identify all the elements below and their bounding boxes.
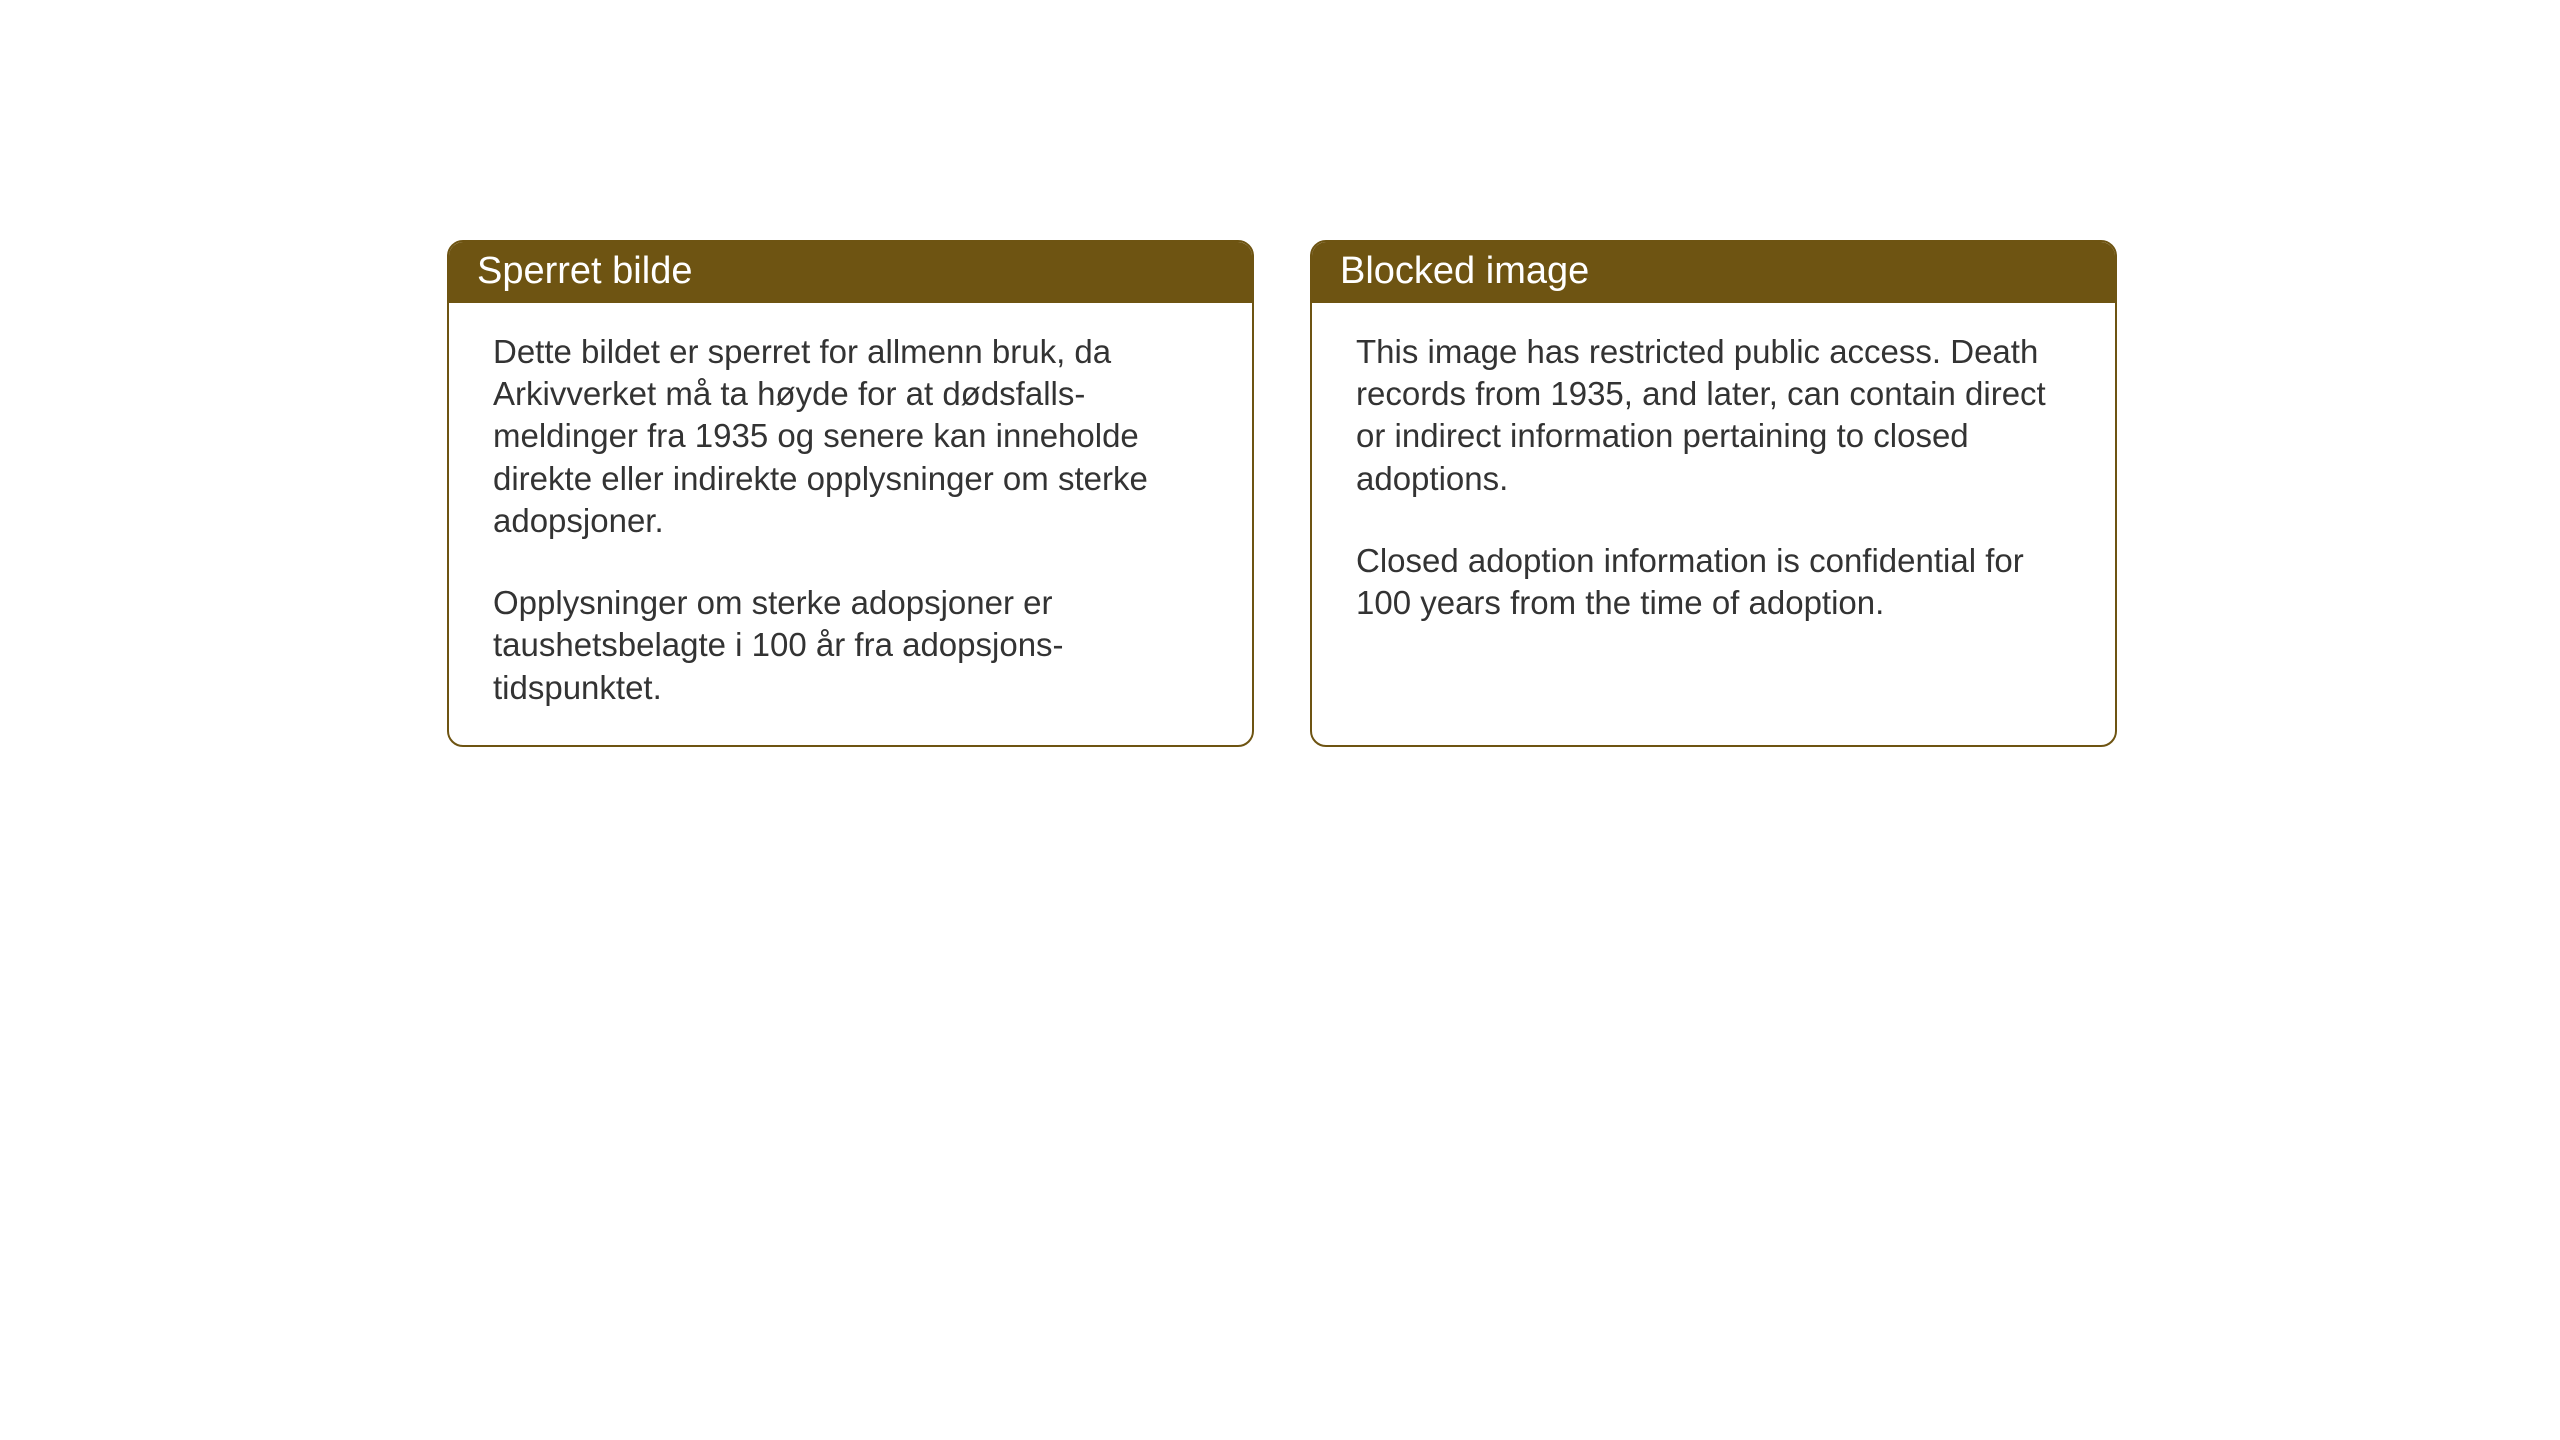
card-paragraph-english-1: This image has restricted public access.… bbox=[1356, 331, 2071, 500]
card-body-english: This image has restricted public access.… bbox=[1312, 303, 2115, 743]
notice-card-english: Blocked image This image has restricted … bbox=[1310, 240, 2117, 747]
card-paragraph-norwegian-1: Dette bildet er sperret for allmenn bruk… bbox=[493, 331, 1208, 542]
card-paragraph-english-2: Closed adoption information is confident… bbox=[1356, 540, 2071, 624]
card-title-norwegian: Sperret bilde bbox=[477, 250, 692, 292]
card-header-english: Blocked image bbox=[1312, 242, 2115, 303]
notice-card-norwegian: Sperret bilde Dette bildet er sperret fo… bbox=[447, 240, 1254, 747]
card-header-norwegian: Sperret bilde bbox=[449, 242, 1252, 303]
notice-cards-container: Sperret bilde Dette bildet er sperret fo… bbox=[447, 240, 2117, 747]
card-body-norwegian: Dette bildet er sperret for allmenn bruk… bbox=[449, 303, 1252, 745]
card-title-english: Blocked image bbox=[1340, 250, 1589, 292]
card-paragraph-norwegian-2: Opplysninger om sterke adopsjoner er tau… bbox=[493, 582, 1208, 709]
